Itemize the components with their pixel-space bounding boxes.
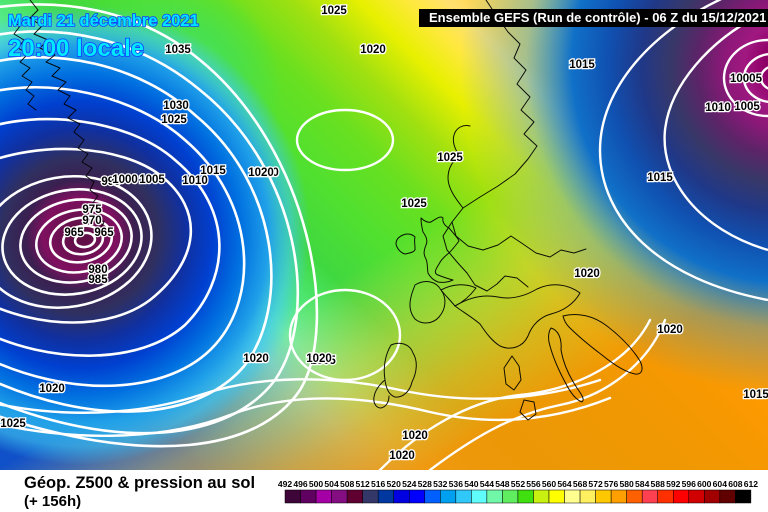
svg-text:560: 560 xyxy=(542,479,557,489)
svg-text:1020: 1020 xyxy=(243,353,269,365)
svg-text:1015: 1015 xyxy=(200,165,226,177)
svg-text:580: 580 xyxy=(619,479,634,489)
svg-text:572: 572 xyxy=(588,479,603,489)
svg-text:584: 584 xyxy=(635,479,650,489)
svg-text:1020: 1020 xyxy=(248,167,274,179)
svg-text:512: 512 xyxy=(355,479,370,489)
svg-text:516: 516 xyxy=(371,479,386,489)
svg-text:1025: 1025 xyxy=(437,152,463,164)
svg-text:500: 500 xyxy=(309,479,324,489)
svg-text:556: 556 xyxy=(526,479,541,489)
svg-text:528: 528 xyxy=(418,479,433,489)
svg-text:552: 552 xyxy=(511,479,526,489)
svg-text:1020: 1020 xyxy=(39,383,65,395)
svg-text:1015: 1015 xyxy=(647,172,673,184)
svg-text:965: 965 xyxy=(94,227,114,239)
svg-text:548: 548 xyxy=(495,479,510,489)
svg-text:1005: 1005 xyxy=(139,174,165,186)
svg-text:1025: 1025 xyxy=(161,114,187,126)
svg-text:20:00 locale: 20:00 locale xyxy=(8,35,144,62)
svg-text:612: 612 xyxy=(744,479,759,489)
svg-text:1005: 1005 xyxy=(734,101,760,113)
svg-text:588: 588 xyxy=(651,479,666,489)
svg-text:985: 985 xyxy=(88,274,108,286)
svg-text:564: 564 xyxy=(557,479,572,489)
svg-text:504: 504 xyxy=(324,479,339,489)
svg-text:1010: 1010 xyxy=(705,102,731,114)
svg-text:1020: 1020 xyxy=(306,353,332,365)
svg-text:1020: 1020 xyxy=(360,44,386,56)
svg-text:970: 970 xyxy=(82,215,101,227)
svg-text:Mardi 21 décembre 2021: Mardi 21 décembre 2021 xyxy=(8,12,199,30)
svg-text:1025: 1025 xyxy=(321,5,347,17)
svg-text:Ensemble GEFS (Run de contrôl: Ensemble GEFS (Run de contrôle) - 06 Z d… xyxy=(429,10,766,25)
svg-text:520: 520 xyxy=(387,479,402,489)
svg-text:1025: 1025 xyxy=(401,198,427,210)
svg-text:608: 608 xyxy=(728,479,743,489)
svg-text:604: 604 xyxy=(713,479,728,489)
svg-text:496: 496 xyxy=(293,479,308,489)
svg-text:1020: 1020 xyxy=(657,324,683,336)
svg-text:524: 524 xyxy=(402,479,417,489)
svg-text:1000: 1000 xyxy=(112,174,138,186)
svg-text:576: 576 xyxy=(604,479,619,489)
svg-text:1025: 1025 xyxy=(0,418,26,430)
svg-text:600: 600 xyxy=(697,479,712,489)
svg-text:1015: 1015 xyxy=(743,389,768,401)
svg-text:532: 532 xyxy=(433,479,448,489)
svg-text:1030: 1030 xyxy=(163,100,189,112)
svg-text:596: 596 xyxy=(682,479,697,489)
svg-text:568: 568 xyxy=(573,479,588,489)
svg-text:536: 536 xyxy=(449,479,464,489)
svg-text:544: 544 xyxy=(480,479,495,489)
svg-text:1020: 1020 xyxy=(389,450,415,462)
svg-text:1020: 1020 xyxy=(402,430,428,442)
svg-text:508: 508 xyxy=(340,479,355,489)
svg-text:965: 965 xyxy=(64,227,84,239)
svg-text:10005: 10005 xyxy=(730,73,763,85)
svg-text:1020: 1020 xyxy=(574,268,600,280)
svg-text:1015: 1015 xyxy=(569,59,595,71)
svg-text:492: 492 xyxy=(278,479,293,489)
svg-text:540: 540 xyxy=(464,479,479,489)
svg-text:592: 592 xyxy=(666,479,681,489)
svg-text:1035: 1035 xyxy=(165,44,191,56)
